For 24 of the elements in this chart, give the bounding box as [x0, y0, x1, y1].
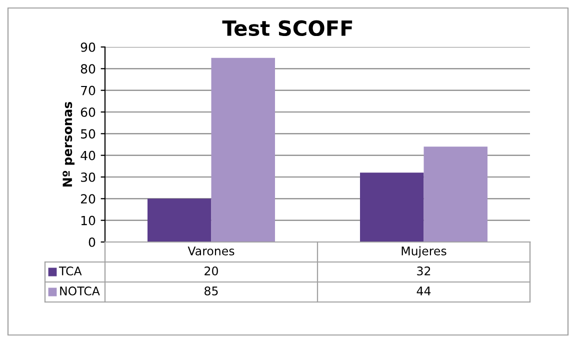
data-label: 20: [204, 266, 218, 276]
legend-label: NOTCA: [60, 286, 100, 296]
bar: [360, 172, 424, 242]
legend-label: TCA: [58, 266, 82, 276]
x-tick-label: Mujeres: [402, 246, 446, 258]
data-label: 85: [204, 286, 218, 296]
chart-title: Test SCOFF: [222, 20, 352, 36]
bar: [148, 198, 212, 242]
y-tick-label: 50: [81, 129, 96, 139]
y-tick-label: 20: [80, 194, 96, 204]
data-label: 44: [416, 286, 431, 296]
y-tick-label: 0: [88, 237, 96, 247]
bar: [424, 146, 488, 242]
data-label: 32: [417, 266, 430, 276]
y-tick-label: 70: [81, 86, 96, 96]
y-tick-label: 30: [81, 172, 96, 182]
bar: [211, 58, 275, 242]
y-tick-label: 10: [81, 216, 96, 226]
y-tick-label: 40: [80, 150, 96, 160]
y-axis-title: Nº personas: [62, 102, 75, 186]
x-tick-label: Varones: [188, 246, 234, 256]
y-tick-label: 80: [80, 64, 96, 74]
y-tick-label: 60: [80, 107, 96, 117]
y-tick-label: 90: [80, 42, 96, 52]
